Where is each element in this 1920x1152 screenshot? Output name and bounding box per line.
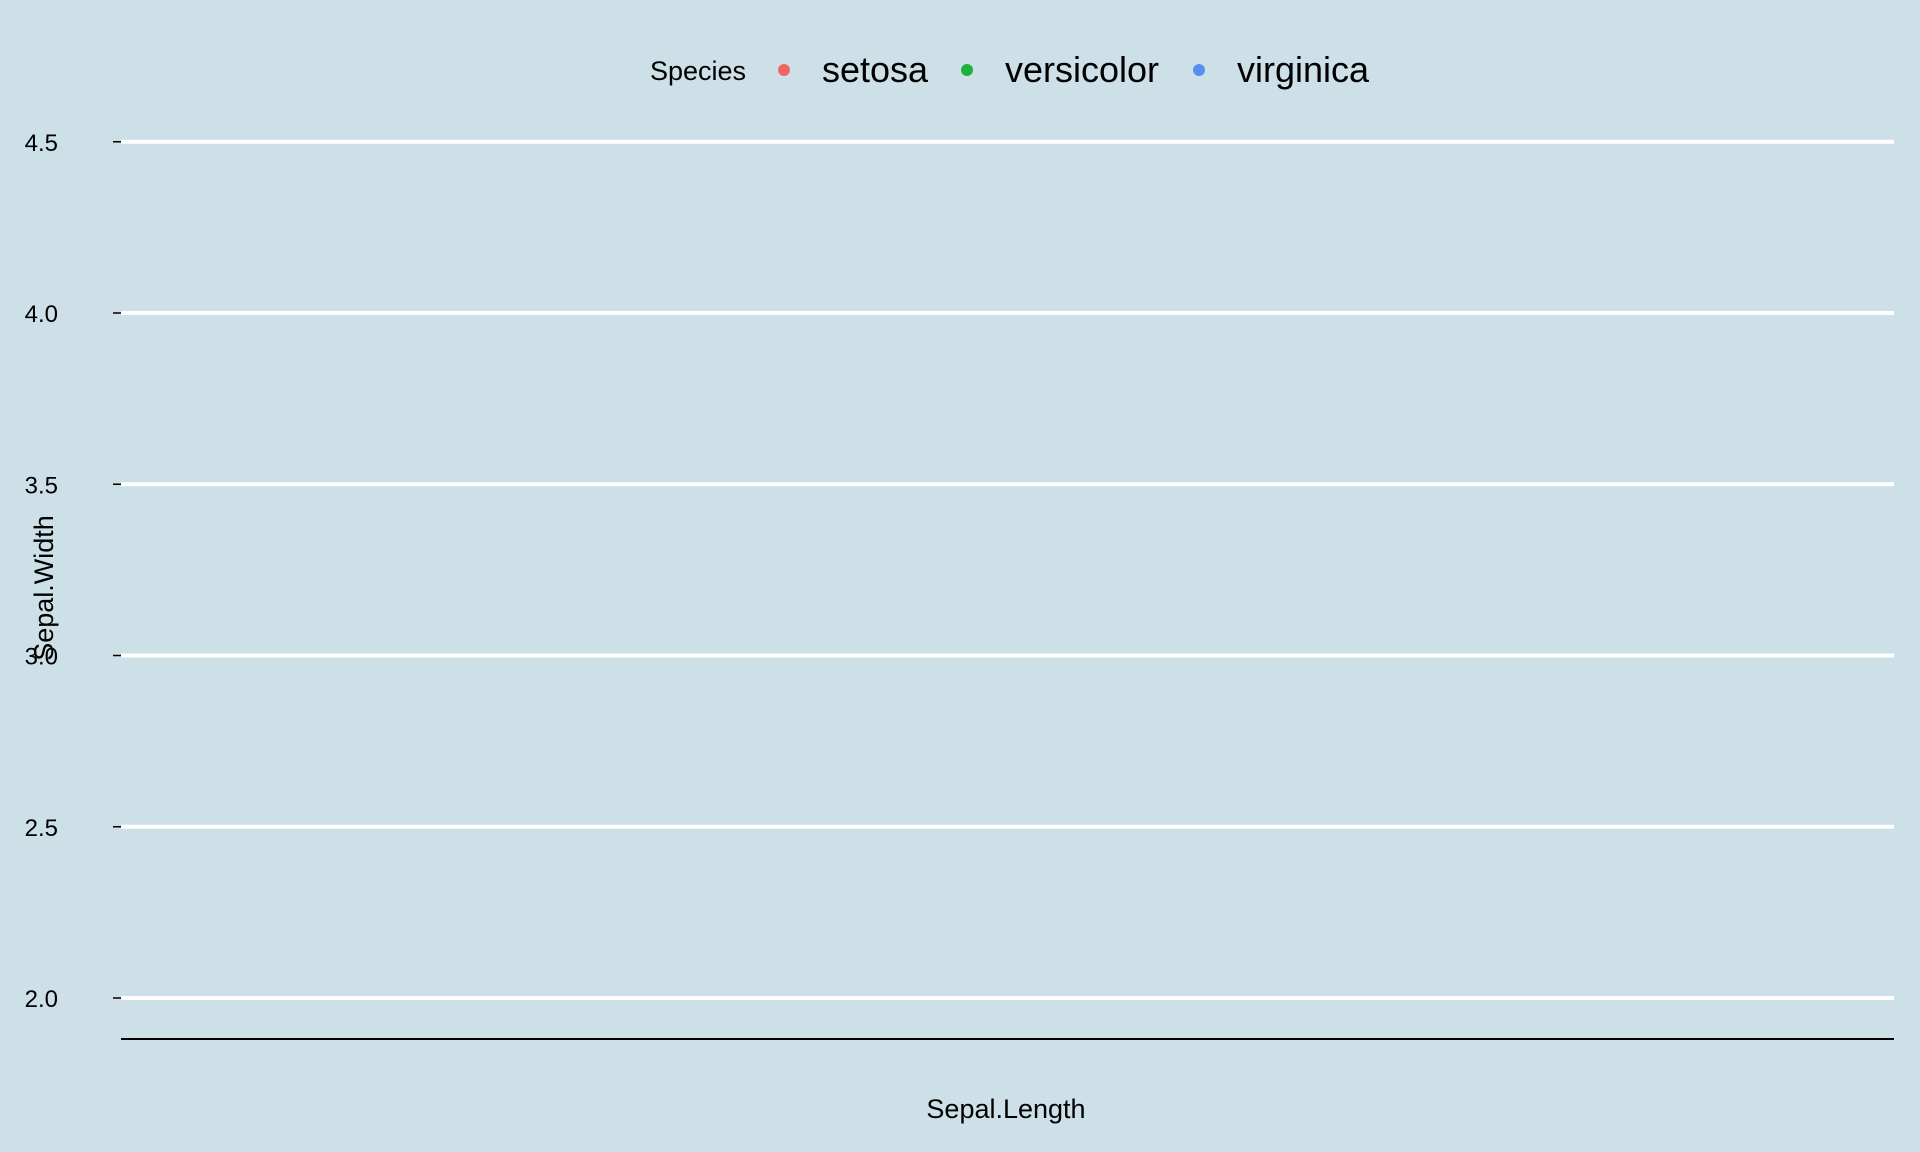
- y-tick-label: 2.5: [25, 815, 58, 842]
- y-tick-label: 4.5: [25, 130, 58, 157]
- y-axis-title: Sepal.Width: [29, 515, 59, 661]
- legend-key-virginica: [1193, 64, 1205, 76]
- legend-label-versicolor: versicolor: [1005, 49, 1159, 90]
- y-tick-labels: 2.0 2.5 3.0 3.5 4.0 4.5: [25, 130, 58, 1013]
- x-axis: 5678: [121, 1038, 1894, 1040]
- y-tick-label: 3.5: [25, 472, 58, 499]
- legend-label-setosa: setosa: [822, 49, 929, 90]
- legend-key-setosa: [778, 64, 790, 76]
- legend: Species setosa versicolor virginica: [650, 49, 1370, 90]
- legend-key-versicolor: [961, 64, 973, 76]
- y-tick-label: 2.0: [25, 986, 58, 1013]
- legend-title: Species: [650, 56, 746, 86]
- x-axis-title: Sepal.Length: [926, 1094, 1085, 1124]
- gridlines: [113, 139, 1894, 1000]
- y-tick-label: 3.0: [25, 644, 58, 671]
- legend-label-virginica: virginica: [1237, 49, 1370, 90]
- y-tick-label: 4.0: [25, 301, 58, 328]
